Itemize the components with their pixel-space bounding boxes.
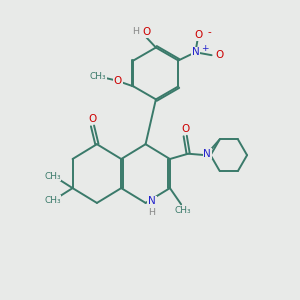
Text: O: O: [142, 27, 150, 37]
Text: CH₃: CH₃: [174, 206, 191, 215]
Text: +: +: [201, 44, 208, 53]
Text: CH₃: CH₃: [44, 196, 61, 205]
Text: N: N: [191, 47, 199, 57]
Text: O: O: [194, 30, 202, 40]
Text: O: O: [216, 50, 224, 60]
Text: methyl: methyl: [95, 76, 100, 78]
Text: N: N: [148, 196, 156, 206]
Text: -: -: [208, 27, 212, 37]
Text: CH₃: CH₃: [44, 172, 61, 181]
Text: H: H: [132, 27, 139, 36]
Text: H: H: [148, 208, 156, 217]
Text: CH₃: CH₃: [90, 72, 106, 81]
Text: O: O: [114, 76, 122, 85]
Text: O: O: [88, 114, 97, 124]
Text: N: N: [203, 149, 211, 159]
Text: O: O: [181, 124, 189, 134]
